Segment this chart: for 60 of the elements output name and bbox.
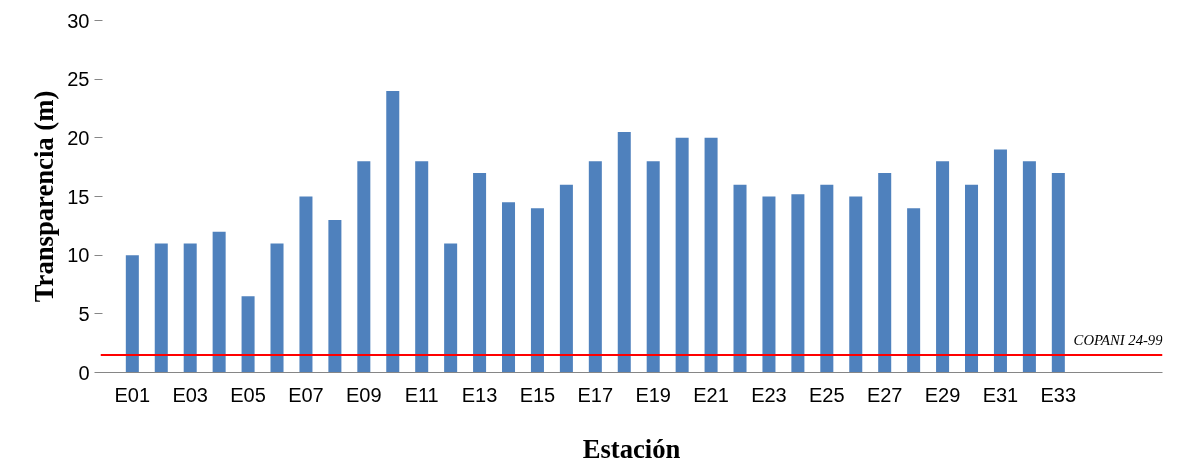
bar	[936, 161, 950, 373]
bar	[386, 90, 400, 373]
bar	[588, 161, 602, 373]
bar	[559, 184, 573, 373]
x-tick-label: E23	[751, 383, 787, 406]
bar	[241, 296, 255, 373]
bar	[125, 255, 139, 373]
y-tick-label: 5	[78, 302, 90, 325]
x-tick-label: E01	[114, 383, 151, 406]
bar	[907, 208, 921, 373]
x-axis-title: Estación	[582, 433, 681, 464]
bar	[704, 137, 718, 373]
y-axis-title: Transparencia (m)	[29, 90, 60, 303]
ref-line-label: COPANI 24-99	[1073, 331, 1164, 348]
x-tick-label: E05	[230, 383, 266, 406]
bar	[357, 161, 371, 373]
bar	[1051, 173, 1065, 373]
y-tick-label: 30	[67, 9, 90, 32]
bar	[212, 231, 226, 373]
y-tick-label: 10	[67, 244, 90, 267]
bar	[791, 194, 805, 373]
bar	[154, 243, 168, 373]
bar	[675, 137, 689, 373]
bar	[299, 196, 313, 373]
bar	[328, 219, 342, 373]
bar	[878, 173, 892, 373]
bar	[617, 131, 631, 373]
x-tick-label: E15	[519, 383, 556, 406]
x-tick-label: E29	[924, 383, 961, 406]
x-tick-label: E33	[1040, 383, 1077, 406]
x-tick-label: E27	[866, 383, 903, 406]
y-tick-label: 15	[67, 185, 90, 208]
bar	[762, 196, 776, 373]
bar	[993, 149, 1007, 373]
bar	[965, 184, 979, 373]
x-tick-label: E03	[172, 383, 209, 406]
x-tick-label: E07	[288, 383, 324, 406]
x-tick-label: E13	[461, 383, 498, 406]
bar	[415, 161, 429, 373]
x-tick-label: E21	[693, 383, 729, 406]
x-tick-label: E25	[809, 383, 845, 406]
bar	[733, 184, 747, 373]
bar	[849, 196, 863, 373]
x-tick-label: E31	[982, 383, 1019, 406]
bar	[444, 243, 458, 373]
x-tick-label: E11	[404, 383, 439, 406]
bar	[1022, 161, 1036, 373]
bar	[646, 161, 660, 373]
bar	[473, 173, 487, 373]
bar	[502, 202, 516, 373]
x-tick-label: E17	[577, 383, 614, 406]
x-tick-label: E09	[346, 383, 382, 406]
bar	[820, 184, 834, 373]
bar	[183, 243, 197, 373]
y-tick-label: 25	[67, 68, 90, 91]
bar	[530, 208, 544, 373]
y-tick-label: 0	[78, 361, 90, 384]
x-tick-label: E19	[635, 383, 671, 406]
bar	[270, 243, 284, 373]
y-tick-label: 20	[67, 126, 90, 149]
